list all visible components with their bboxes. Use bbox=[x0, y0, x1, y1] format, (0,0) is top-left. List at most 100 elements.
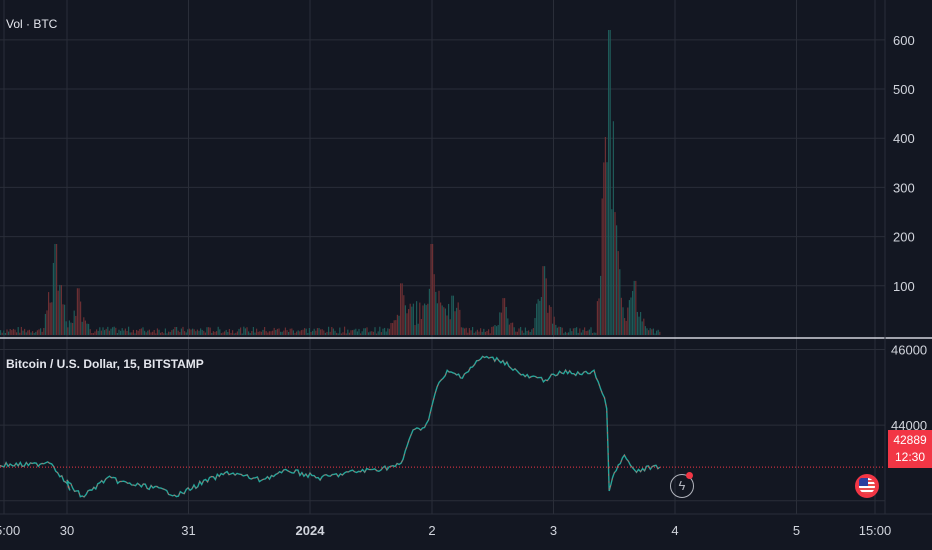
volume-bar bbox=[182, 326, 184, 335]
notification-dot bbox=[686, 472, 693, 479]
volume-bar bbox=[593, 332, 595, 335]
volume-bar bbox=[185, 332, 187, 335]
volume-bar bbox=[227, 332, 229, 335]
volume-bar bbox=[57, 290, 59, 335]
time-tick-label: 30 bbox=[60, 523, 74, 538]
volume-bar bbox=[128, 326, 130, 335]
volume-bar bbox=[318, 328, 320, 335]
volume-bar bbox=[571, 331, 573, 335]
time-tick-label: 2 bbox=[428, 523, 435, 538]
volume-bar bbox=[329, 331, 331, 335]
volume-bar bbox=[142, 327, 144, 335]
lightning-icon[interactable]: ϟ bbox=[670, 474, 694, 498]
volume-bar bbox=[64, 304, 66, 335]
volume-bar bbox=[158, 329, 160, 335]
time-tick-label: 2024 bbox=[296, 523, 326, 538]
volume-bar bbox=[195, 331, 197, 335]
volume-bar bbox=[259, 331, 261, 335]
volume-bar bbox=[598, 298, 600, 335]
volume-bar bbox=[652, 328, 654, 335]
volume-bar bbox=[206, 327, 208, 335]
volume-bar bbox=[76, 288, 78, 335]
volume-bar bbox=[480, 328, 482, 335]
volume-bar bbox=[436, 303, 438, 335]
volume-bar bbox=[136, 329, 138, 335]
volume-bar bbox=[534, 318, 536, 335]
volume-bar bbox=[238, 328, 240, 335]
volume-bar bbox=[355, 328, 357, 335]
volume-bar bbox=[459, 309, 461, 335]
volume-bar bbox=[651, 329, 653, 335]
volume-bar bbox=[516, 331, 518, 335]
volume-bar bbox=[280, 331, 282, 335]
volume-bar bbox=[512, 322, 514, 335]
volume-bar bbox=[428, 288, 430, 335]
volume-bar bbox=[537, 299, 539, 335]
volume-bar bbox=[446, 315, 448, 335]
us-flag-icon[interactable] bbox=[855, 474, 879, 498]
volume-bar bbox=[273, 327, 275, 335]
volume-bar bbox=[284, 327, 286, 335]
volume-bar bbox=[393, 320, 395, 335]
volume-bar bbox=[654, 333, 656, 335]
volume-tick-label: 500 bbox=[893, 82, 915, 97]
volume-bar bbox=[524, 327, 526, 335]
volume-bar bbox=[51, 302, 53, 335]
volume-bar bbox=[364, 328, 366, 335]
volume-bar bbox=[249, 333, 251, 335]
volume-bar bbox=[3, 330, 5, 335]
volume-bar bbox=[251, 330, 253, 335]
volume-bar bbox=[380, 332, 382, 335]
volume-bar bbox=[147, 330, 149, 335]
volume-bar bbox=[43, 328, 45, 335]
volume-bar bbox=[241, 333, 243, 335]
volume-bar bbox=[536, 303, 538, 335]
volume-bar bbox=[296, 331, 298, 335]
volume-bar bbox=[116, 333, 118, 335]
volume-bar bbox=[636, 311, 638, 335]
volume-bar bbox=[324, 332, 326, 335]
volume-bar bbox=[542, 266, 544, 335]
volume-bar bbox=[544, 266, 546, 335]
volume-bar bbox=[452, 295, 454, 335]
volume-bar bbox=[113, 326, 115, 335]
volume-bar bbox=[635, 280, 637, 335]
volume-bar bbox=[0, 330, 2, 335]
volume-bar bbox=[62, 304, 64, 335]
volume-bar bbox=[171, 330, 173, 335]
volume-bar bbox=[222, 332, 224, 335]
volume-bar bbox=[160, 332, 162, 335]
volume-bar bbox=[70, 322, 72, 335]
volume-bar bbox=[353, 329, 355, 335]
volume-bar bbox=[312, 330, 314, 335]
volume-bar bbox=[550, 306, 552, 335]
volume-bar bbox=[228, 328, 230, 335]
volume-bar bbox=[440, 302, 442, 335]
volume-bar bbox=[414, 325, 416, 335]
volume-bar bbox=[649, 328, 651, 335]
volume-bar bbox=[132, 329, 134, 335]
volume-bar bbox=[230, 332, 232, 335]
volume-bar bbox=[78, 288, 80, 335]
time-tick-label: 4 bbox=[671, 523, 678, 538]
volume-bar bbox=[566, 332, 568, 335]
volume-bar bbox=[291, 328, 293, 335]
volume-bar bbox=[462, 327, 464, 335]
volume-bar bbox=[320, 329, 322, 335]
volume-bar bbox=[225, 329, 227, 335]
volume-bar bbox=[321, 329, 323, 335]
volume-bar bbox=[603, 162, 605, 335]
volume-bar bbox=[528, 330, 530, 335]
volume-bar bbox=[145, 332, 147, 335]
volume-bar bbox=[276, 328, 278, 335]
volume-bar bbox=[614, 212, 616, 335]
volume-bar bbox=[139, 328, 141, 335]
volume-bar bbox=[17, 327, 19, 335]
volume-bar bbox=[203, 330, 205, 335]
volume-bar bbox=[99, 327, 101, 335]
volume-bar bbox=[587, 330, 589, 335]
volume-bar bbox=[630, 297, 632, 335]
volume-bar bbox=[460, 327, 462, 335]
volume-bar bbox=[339, 327, 341, 335]
volume-bar bbox=[412, 303, 414, 335]
